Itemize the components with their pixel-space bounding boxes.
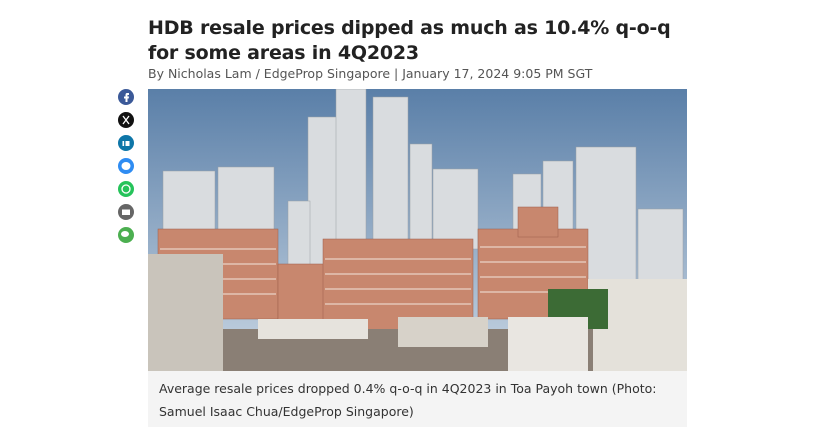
caption-box: Average resale prices dropped 0.4% q-o-q… [148,371,687,427]
icon [121,231,129,237]
byline: By Nicholas Lam / EdgeProp Singapore | J… [148,66,593,81]
share-whatsapp[interactable] [118,181,134,197]
share-bar [118,89,134,243]
icon [125,141,130,146]
rooftop [508,317,588,371]
building-front [148,254,223,371]
rooftop [398,317,488,347]
rooftop [258,319,368,339]
photo-caption: Average resale prices dropped 0.4% q-o-q… [159,381,657,419]
icon [124,93,129,102]
icon [121,184,131,194]
icon [122,209,130,215]
article-title: HDB resale prices dipped as much as 10.4… [148,17,671,64]
icon [122,115,130,125]
icon [122,141,125,146]
article-photo [148,89,687,371]
icon [121,162,131,170]
